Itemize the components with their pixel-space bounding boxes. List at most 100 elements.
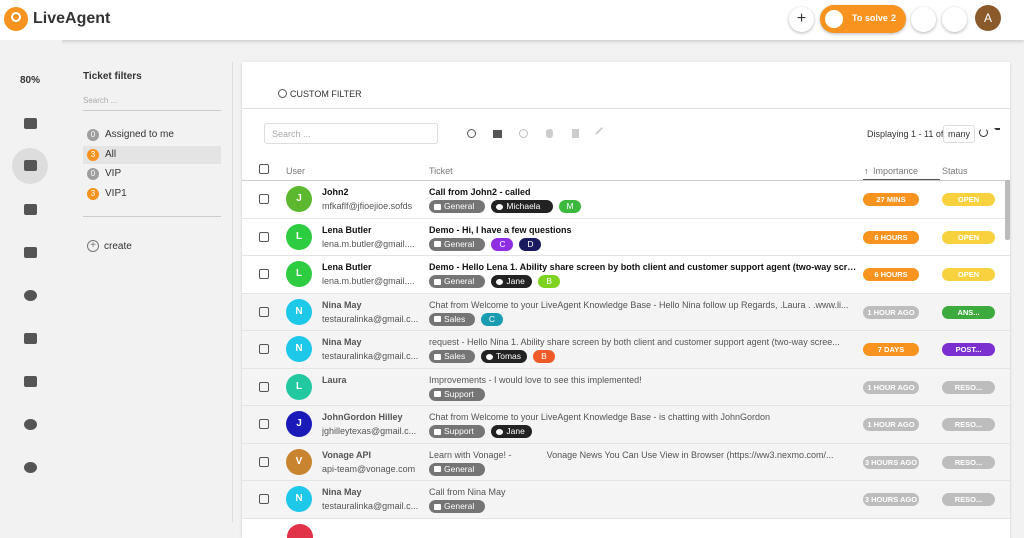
filters-panel: Ticket filters Search ... 0 Assigned to m… [65,62,233,522]
nav-reports[interactable] [24,290,37,301]
select-all[interactable] [259,164,269,174]
row-checkbox[interactable] [259,306,269,317]
filter-count: 3 [87,148,99,161]
toolbar-forward[interactable] [493,130,502,138]
row-checkbox[interactable] [259,344,269,354]
column-label: Importance [873,166,919,176]
side-nav: 80% [0,40,62,538]
tag: Tomas [481,350,527,363]
ticket-row[interactable]: L Lena Butler lena.m.butler@gmail.... Demo … [242,256,1010,294]
tag-icon [434,241,441,247]
ticket-subject: Improvements - I would love to see this … [429,374,642,385]
call-button[interactable] [942,7,967,32]
user-avatar[interactable]: A [975,5,1001,31]
row-checkbox[interactable] [259,231,269,242]
tag-icon [434,391,441,397]
importance: 6 HOURS [863,268,919,281]
contact-name: Laura [322,374,347,385]
contact-email: mfkaflf@jfioejioe.sofds [322,201,413,211]
ticket-search[interactable]: Search ... [264,123,438,144]
toolbar-tools[interactable] [595,127,608,140]
nav-plugins[interactable] [24,462,37,473]
nav-chat[interactable] [24,204,37,215]
contact-email: lena.m.butler@gmail.... [322,238,415,249]
add-button[interactable]: + [789,7,814,32]
filter-item[interactable]: 3 All [83,145,221,164]
tag-icon [496,278,504,285]
avatar: J [286,411,312,437]
filter-count: 0 [87,129,99,141]
tag: Jane [491,425,533,438]
avatar: N [286,486,312,512]
filter-label: All [105,148,117,160]
status: OPEN [942,193,995,206]
row-checkbox[interactable] [259,419,269,429]
to-solve-button[interactable]: To solve 2 [820,5,906,33]
status: OPEN [942,230,995,244]
row-checkbox[interactable] [259,456,269,467]
toolbar-delete[interactable] [572,129,579,138]
refresh[interactable] [979,128,988,137]
avatar: V [286,448,312,475]
importance: 3 HOURS AGO [863,493,919,506]
count-select[interactable]: many [943,125,976,143]
tag: General [429,500,486,513]
nav-calls[interactable] [24,247,37,258]
ticket-row[interactable]: N Nina May testauralinka@gmail.c... Call fr… [242,481,1010,519]
avatar: L [286,223,312,250]
ticket-row[interactable]: L Lena Butler lena.m.butler@gmail.... Demo … [242,218,1010,256]
nav-dashboard[interactable] [24,118,37,129]
logo-icon-inner [11,12,21,22]
custom-filter[interactable]: CUSTOM FILTER [290,89,362,99]
contact-name: JohnGordon Hilley [322,412,403,422]
status: RESO... [942,418,995,431]
status: RESO... [942,455,995,469]
nav-settings[interactable] [24,419,37,430]
row-checkbox[interactable] [259,494,269,504]
tag-icon [496,203,504,210]
tag: General [429,200,486,213]
ticket-row[interactable]: J John2 mfkaflf@jfioejioe.sofds Call from J… [242,181,1010,219]
contact-name: Nina May [322,299,362,310]
zoom-level: 80% [20,75,41,86]
ticket-subject: Learn with Vonage! - Vonage News You Can… [429,449,834,460]
ticket-row[interactable]: N Nina May testauralinka@gmail.c... Chat fr… [242,293,1010,331]
row-checkbox[interactable] [259,194,269,204]
ticket-row[interactable]: V Vonage API api-team@vonage.com Learn with… [242,443,1010,481]
status: RESO... [942,493,995,506]
scroll-top[interactable] [994,128,1000,138]
create-filter[interactable]: create [104,241,132,252]
ticket-subject: Demo - Hi, I have a few questions [429,224,572,235]
contact-name: Lena Butler [322,262,372,272]
importance: 3 HOURS AGO [863,455,919,469]
tag-icon [434,353,441,360]
nav-contacts[interactable] [24,333,37,344]
filter-item[interactable]: 0 Assigned to me [83,126,221,144]
column-label: Ticket [429,166,453,176]
contact-email: testauralinka@gmail.c... [322,351,419,361]
ticket-panel: CUSTOM FILTER Search ... Displaying 1 - … [242,62,1010,538]
tag-icon [486,353,493,360]
toolbar-resolve[interactable] [519,129,528,138]
ticket-subject: Call from Nina May [429,487,506,497]
filter-item[interactable]: 3 VIP1 [83,185,221,203]
filters-search[interactable]: Search ... [83,96,118,105]
tag: D [519,237,542,251]
ticket-row[interactable]: N Nina May testauralinka@gmail.c... request… [242,331,1010,369]
filter-item[interactable]: 0 VIP [83,165,221,183]
tag: General [429,237,486,251]
row-checkbox[interactable] [259,381,269,392]
status: ANS... [942,305,995,319]
nav-tickets[interactable] [24,160,37,171]
toolbar-priority[interactable] [546,129,553,138]
nav-kb[interactable] [24,376,37,387]
ticket-row[interactable]: L Laura Improvements - I would love to see… [242,368,1010,406]
ticket-row[interactable]: J JohnGordon Hilley jghilleytexas@gmail.c.… [242,406,1010,444]
chat-button[interactable] [911,7,936,32]
row-checkbox[interactable] [259,269,269,279]
top-bar: LiveAgent + To solve 2 A [0,0,1024,40]
toolbar-info[interactable] [467,129,476,138]
tag-icon [496,428,504,435]
to-solve-icon [825,10,843,28]
contact-email: lena.m.butler@gmail.... [322,276,415,286]
